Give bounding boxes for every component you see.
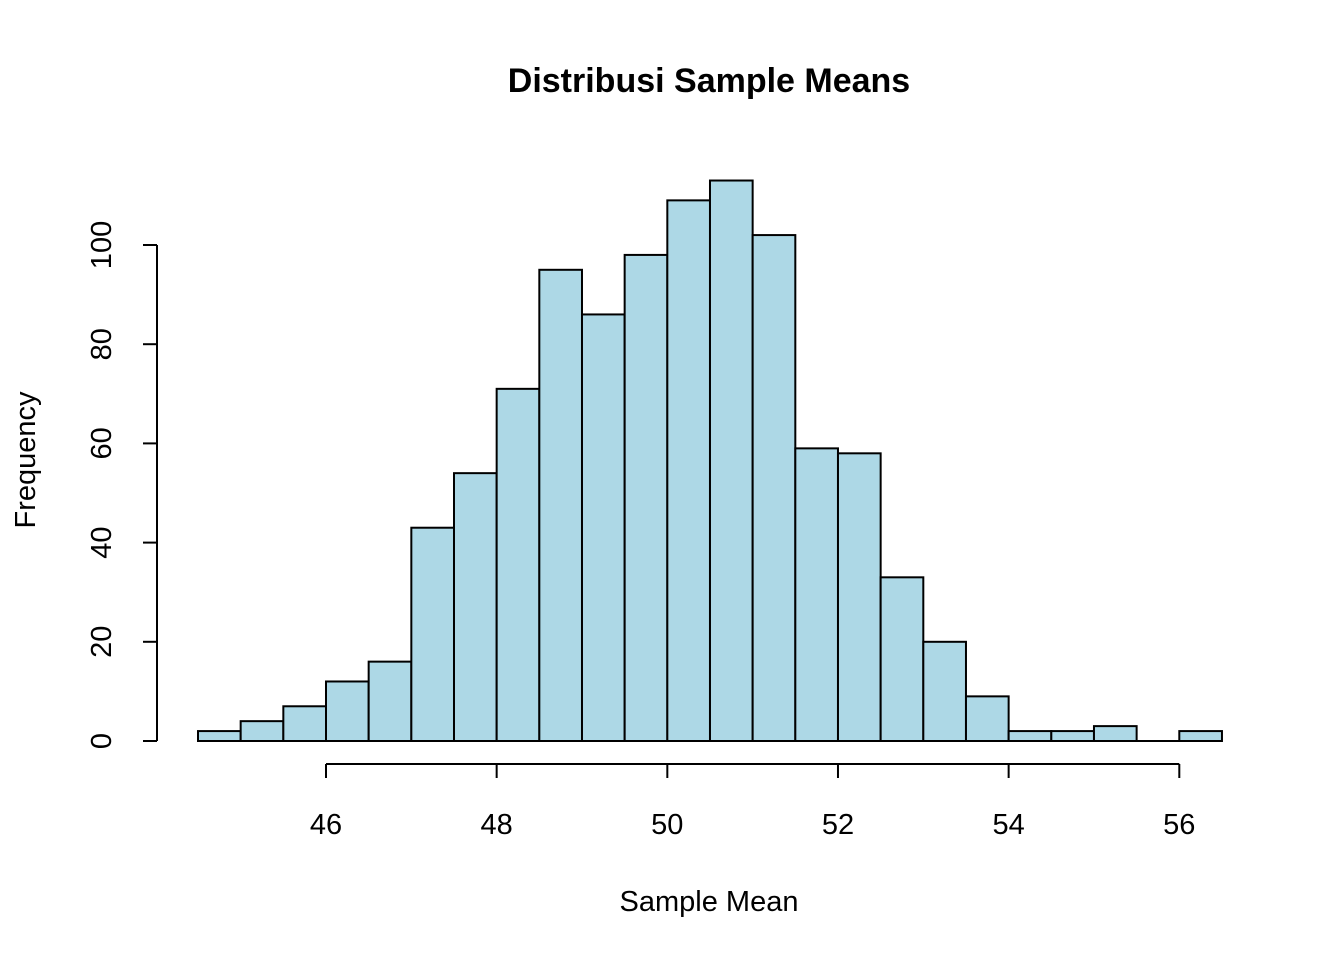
- histogram-bar: [623, 253, 669, 742]
- y-axis-label: Frequency: [10, 391, 42, 529]
- histogram-bar: [1092, 725, 1138, 742]
- histogram-bar: [452, 472, 498, 742]
- bars-group: [197, 179, 1223, 743]
- x-tick-label: 48: [481, 809, 513, 841]
- histogram-bar: [325, 680, 370, 742]
- histogram-bar: [197, 730, 242, 743]
- histogram-bar: [239, 720, 285, 742]
- y-tick-label: 60: [86, 427, 118, 459]
- chart-title: Distribusi Sample Means: [508, 62, 910, 100]
- y-axis: 0 20 40 60 80 100: [86, 221, 158, 749]
- y-tick-label: 100: [86, 221, 118, 269]
- histogram-bar: [282, 705, 327, 743]
- histogram-bar: [964, 695, 1010, 742]
- histogram-bar: [1050, 730, 1095, 743]
- histogram-bar: [922, 640, 967, 742]
- histogram-bar: [879, 576, 925, 742]
- x-tick-label: 52: [822, 809, 854, 841]
- y-tick-label: 0: [86, 733, 118, 749]
- histogram-bar: [666, 199, 711, 743]
- histogram-bar: [1007, 730, 1053, 743]
- histogram-bar: [751, 234, 797, 743]
- histogram-bar: [367, 660, 413, 743]
- x-axis-label: Sample Mean: [620, 886, 799, 918]
- x-tick-label: 46: [310, 809, 342, 841]
- histogram-bar: [836, 452, 882, 742]
- histogram-bar: [708, 179, 754, 742]
- histogram-bar: [495, 387, 541, 742]
- y-tick-label: 80: [86, 328, 118, 360]
- x-tick-label: 56: [1163, 809, 1195, 841]
- histogram-bar: [410, 526, 455, 742]
- histogram-bar: [580, 313, 626, 742]
- histogram-bar: [1178, 730, 1223, 743]
- histogram-bar: [794, 447, 839, 742]
- histogram-bar: [538, 268, 583, 742]
- y-tick-label: 20: [86, 626, 118, 658]
- x-axis: 46 48 50 52 54 56: [310, 763, 1195, 841]
- x-tick-label: 50: [651, 809, 683, 841]
- x-tick-label: 54: [993, 809, 1025, 841]
- y-tick-label: 40: [86, 526, 118, 558]
